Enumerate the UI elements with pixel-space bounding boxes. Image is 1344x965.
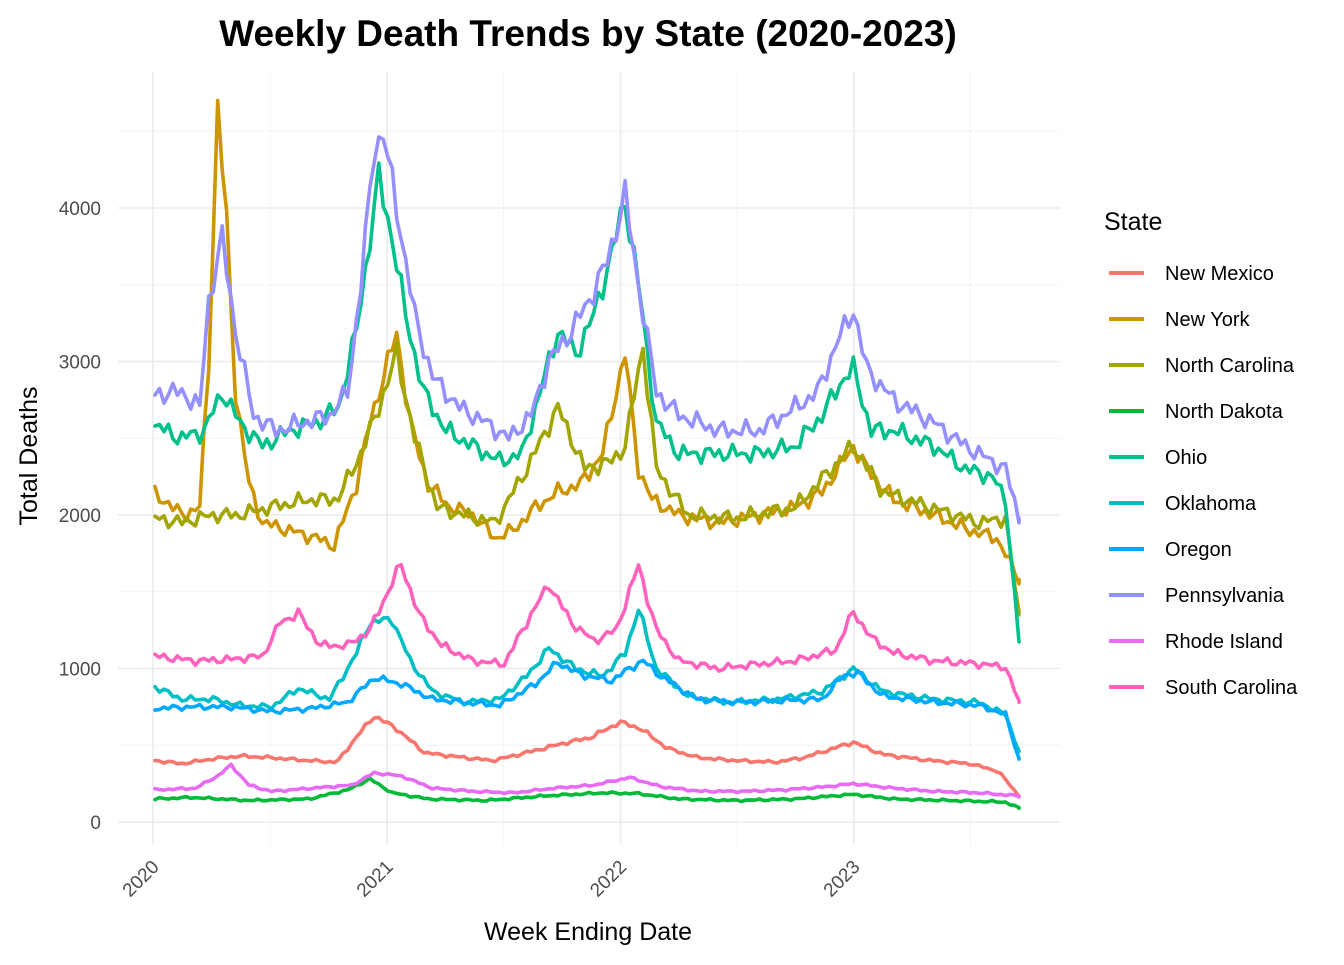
legend-label: Ohio xyxy=(1165,447,1207,469)
series-line-ohio xyxy=(153,161,1021,644)
series-line-new-mexico xyxy=(153,715,1021,799)
legend-item: Pennsylvania xyxy=(1109,585,1285,607)
legend-item: North Dakota xyxy=(1109,401,1284,423)
x-axis-title: Week Ending Date xyxy=(484,918,692,946)
legend-item: New Mexico xyxy=(1109,263,1274,285)
series-line-pennsylvania xyxy=(153,135,1021,525)
legend-item: Oregon xyxy=(1109,539,1232,561)
series-line-rhode-island xyxy=(153,762,1021,799)
legend-label: Pennsylvania xyxy=(1165,585,1285,607)
series-line-oregon xyxy=(153,658,1021,761)
x-tick-label: 2023 xyxy=(820,857,865,902)
y-tick-label: 1000 xyxy=(59,660,101,681)
y-tick-label: 4000 xyxy=(59,199,101,220)
legend-item: Ohio xyxy=(1109,447,1207,469)
x-tick-label: 2020 xyxy=(119,857,164,902)
legend-title: State xyxy=(1104,208,1162,236)
legend-item: New York xyxy=(1109,309,1250,331)
legend-label: Oklahoma xyxy=(1165,493,1257,515)
y-tick-label: 3000 xyxy=(59,353,101,374)
series-line-oklahoma xyxy=(153,608,1021,754)
series-line-south-carolina xyxy=(153,562,1021,705)
grid xyxy=(118,72,1060,845)
legend-label: Oregon xyxy=(1165,539,1232,561)
legend-item: North Carolina xyxy=(1109,355,1295,377)
legend-label: Rhode Island xyxy=(1165,631,1283,653)
series-lines xyxy=(153,98,1021,810)
series-line-north-carolina xyxy=(153,340,1021,617)
x-tick-label: 2022 xyxy=(586,857,631,902)
legend-label: New York xyxy=(1165,309,1250,331)
chart-title: Weekly Death Trends by State (2020-2023) xyxy=(219,13,957,54)
legend-item: Rhode Island xyxy=(1109,631,1283,653)
series-line-new-york xyxy=(153,98,1021,586)
y-tick-label: 2000 xyxy=(59,506,101,527)
legend-label: North Dakota xyxy=(1165,401,1284,423)
legend-label: South Carolina xyxy=(1165,677,1298,699)
axes: 0 1000 2000 3000 4000 2020 2021 2022 2023 xyxy=(59,199,865,901)
series-line-north-dakota xyxy=(153,776,1021,810)
legend-label: North Carolina xyxy=(1165,355,1295,377)
legend-item: Oklahoma xyxy=(1109,493,1257,515)
legend-item: South Carolina xyxy=(1109,677,1298,699)
x-tick-label: 2021 xyxy=(353,857,398,902)
y-axis-title: Total Deaths xyxy=(15,387,43,526)
legend-label: New Mexico xyxy=(1165,263,1274,285)
legend: State New Mexico New York North Carolina No… xyxy=(1104,208,1298,699)
y-tick-label: 0 xyxy=(90,813,101,834)
